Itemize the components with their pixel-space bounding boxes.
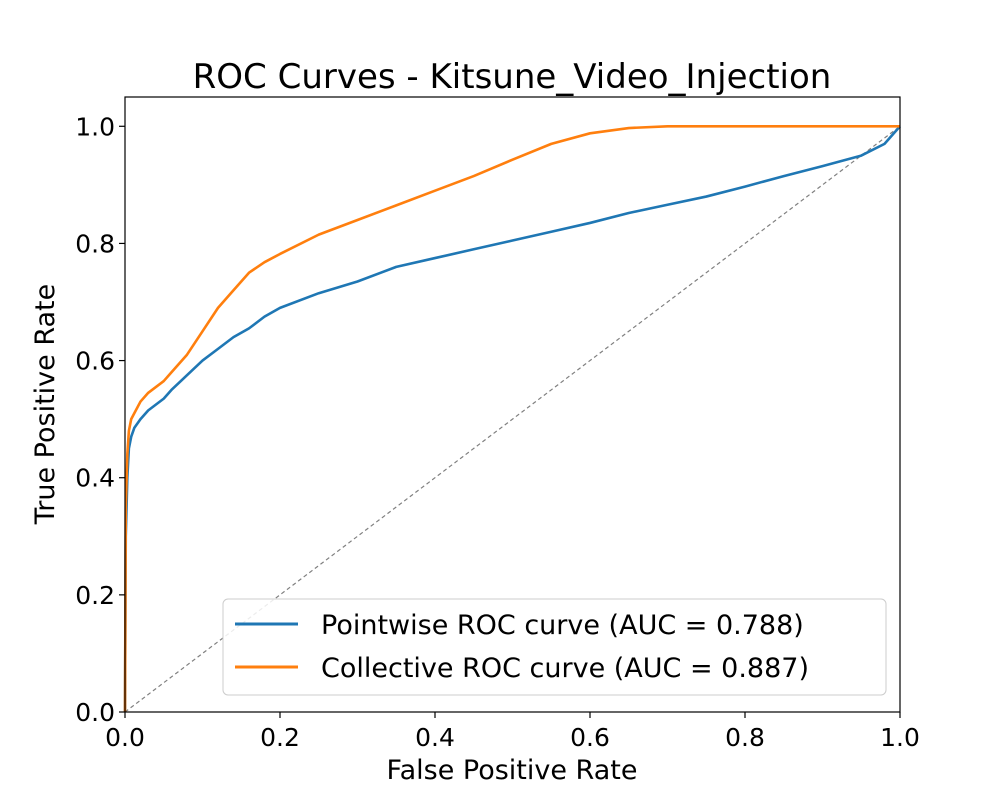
x-tick-label: 0.8	[725, 723, 765, 752]
x-tick-label: 0.6	[570, 723, 610, 752]
legend-label-pointwise: Pointwise ROC curve (AUC = 0.788)	[321, 610, 804, 641]
x-axis: 0.0 0.2 0.4 0.6 0.8 1.0	[105, 712, 920, 752]
y-tick-label: 0.0	[75, 698, 115, 727]
y-tick-label: 0.4	[75, 464, 115, 493]
y-tick-label: 0.6	[75, 347, 115, 376]
pointwise-roc-line	[123, 125, 901, 713]
x-tick-label: 0.0	[105, 723, 145, 752]
y-axis-label: True Positive Rate	[30, 284, 61, 526]
x-axis-label: False Positive Rate	[387, 755, 638, 786]
chart-title: ROC Curves - Kitsune_Video_Injection	[193, 57, 832, 97]
x-tick-label: 0.4	[415, 723, 455, 752]
y-tick-label: 1.0	[75, 112, 115, 141]
legend-label-collective: Collective ROC curve (AUC = 0.887)	[321, 653, 809, 684]
collective-roc-line	[123, 124, 900, 713]
x-tick-label: 0.2	[260, 723, 300, 752]
legend: Pointwise ROC curve (AUC = 0.788) Collec…	[222, 598, 887, 696]
legend-box	[222, 598, 887, 696]
y-axis: 0.0 0.2 0.4 0.6 0.8 1.0	[75, 112, 125, 727]
plot-frame	[124, 96, 901, 713]
y-tick-label: 0.8	[75, 229, 115, 258]
y-tick-label: 0.2	[75, 581, 115, 610]
x-tick-label: 1.0	[880, 723, 920, 752]
